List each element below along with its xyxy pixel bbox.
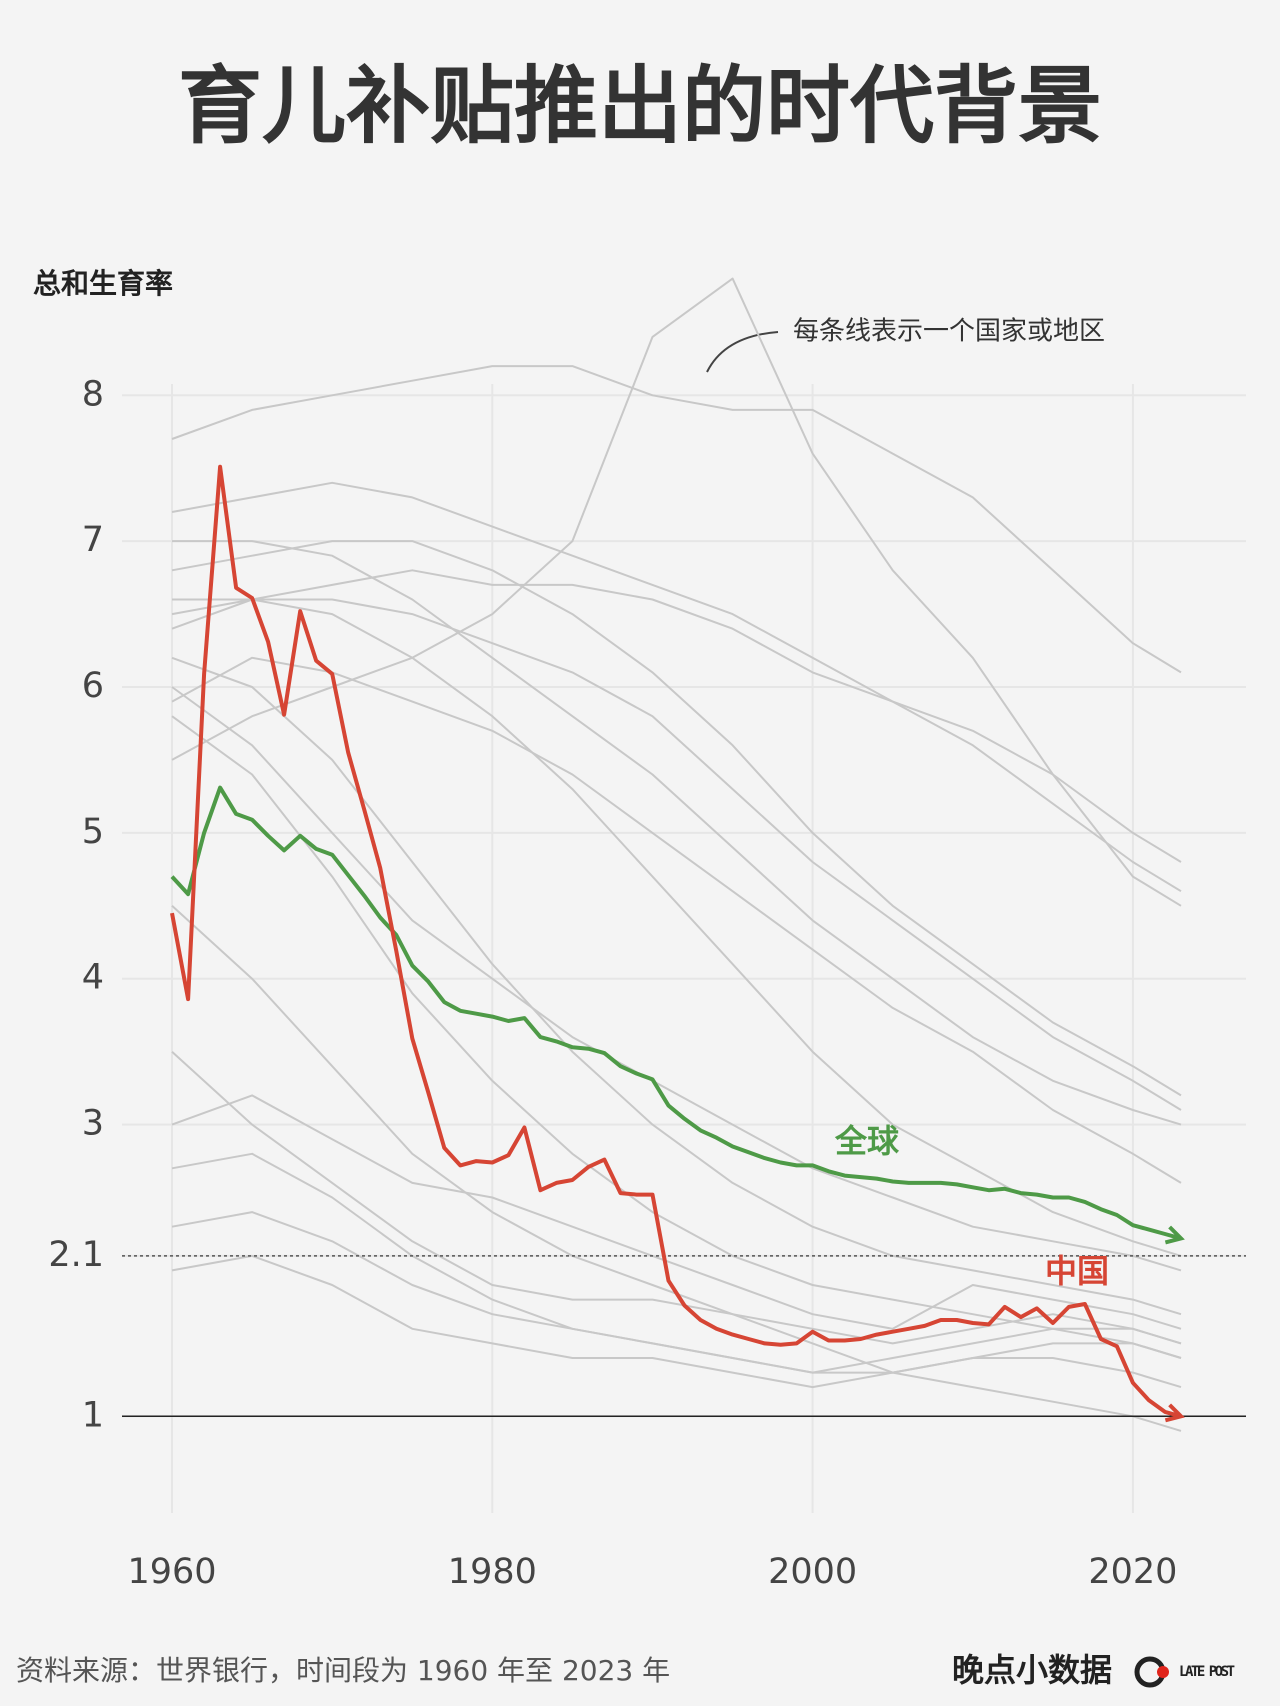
x-tick-label: 1960 xyxy=(128,1552,217,1592)
country-line xyxy=(171,656,1182,1316)
y-axis-label: 总和生育率 xyxy=(33,267,173,300)
country-line xyxy=(171,1211,1182,1374)
series-line xyxy=(170,785,1185,1245)
country-line xyxy=(171,715,1182,1359)
y-tick-label: 3 xyxy=(82,1104,104,1144)
country-line xyxy=(172,569,1182,863)
x-tick-label: 2000 xyxy=(768,1552,857,1592)
logo-text: LATE POST xyxy=(1179,1664,1235,1680)
country-line xyxy=(171,905,1182,1432)
y-tick-label: 5 xyxy=(82,812,104,852)
country-line xyxy=(171,481,1182,893)
chart-title: 育儿补贴推出的时代背景 xyxy=(178,57,1102,155)
logo-dot xyxy=(1157,1666,1169,1678)
annotation: 每条线表示一个国家或地区 xyxy=(793,317,1105,347)
series-label: 中国 xyxy=(1045,1252,1109,1290)
country-line xyxy=(171,365,1182,674)
y-tick-label: 1 xyxy=(82,1395,104,1435)
x-tick-label: 2020 xyxy=(1088,1552,1177,1592)
country-line xyxy=(171,598,1182,1257)
country-line xyxy=(171,1254,1182,1389)
brand: 晚点小数据 xyxy=(952,1651,1112,1689)
country-line xyxy=(171,540,1182,1097)
x-tick-label: 1980 xyxy=(448,1552,537,1592)
source: 资料来源：世界银行，时间段为 1960 年至 2023 年 xyxy=(16,1654,670,1687)
annotation-leader xyxy=(706,331,779,373)
country-line xyxy=(172,540,1182,1126)
y-tick-label: 2.1 xyxy=(48,1235,104,1275)
y-tick-label: 7 xyxy=(82,520,104,560)
y-tick-label: 4 xyxy=(82,958,104,998)
country-line xyxy=(171,598,1182,1111)
y-tick-label: 8 xyxy=(82,374,104,414)
country-line xyxy=(171,686,1182,1272)
country-line xyxy=(171,1094,1182,1330)
country-line xyxy=(171,277,1182,907)
country-line xyxy=(171,656,1182,1184)
series-line xyxy=(170,464,1185,1423)
series-label: 全球 xyxy=(834,1122,900,1160)
y-tick-label: 6 xyxy=(82,666,104,706)
country-line xyxy=(171,1050,1182,1345)
